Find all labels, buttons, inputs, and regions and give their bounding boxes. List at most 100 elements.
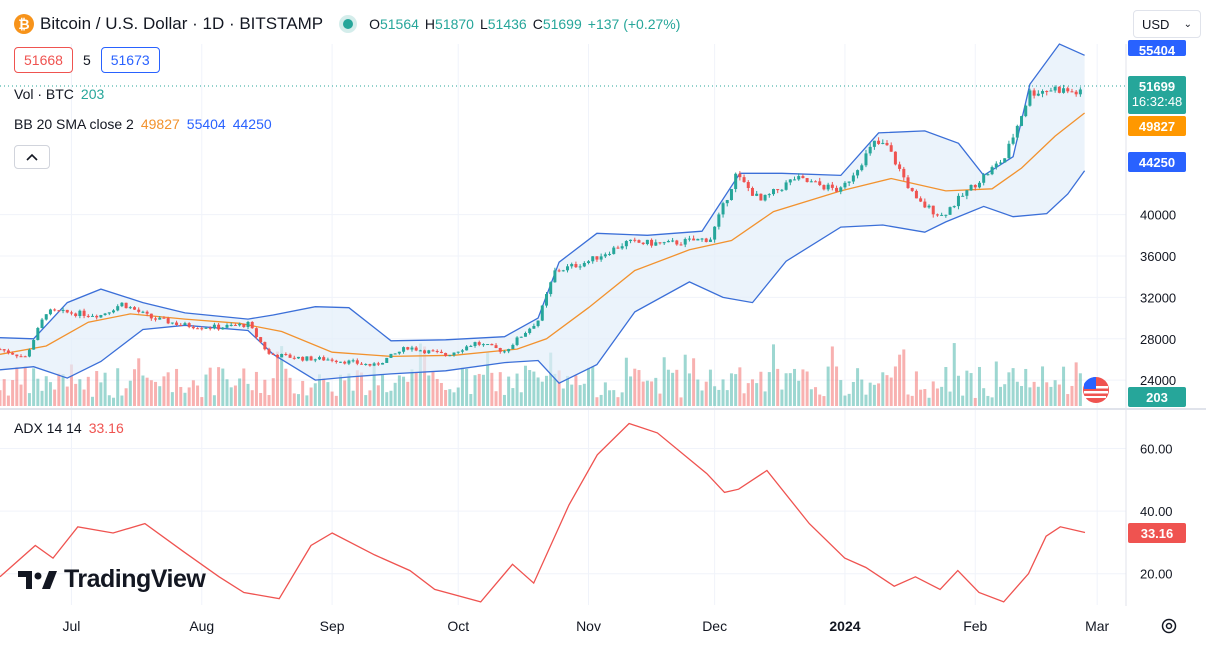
- volume-bar: [784, 373, 788, 406]
- candle: [406, 347, 410, 350]
- volume-bar: [263, 379, 267, 406]
- volume-bar: [90, 396, 94, 406]
- volume-bar: [166, 372, 170, 406]
- volume-bar: [881, 372, 885, 406]
- volume-bar: [149, 380, 153, 406]
- volume-bar: [822, 396, 826, 406]
- candle: [969, 184, 973, 191]
- volume-bar: [225, 379, 229, 406]
- volume-bar: [145, 377, 149, 406]
- volume-bar: [204, 374, 208, 406]
- volume-bar: [704, 381, 708, 406]
- candle: [662, 242, 666, 244]
- candle: [507, 349, 511, 352]
- volume-bar: [700, 390, 704, 406]
- volume-bar: [742, 393, 746, 406]
- candle: [301, 356, 305, 361]
- candle: [528, 328, 532, 334]
- candle: [137, 309, 141, 312]
- volume-bar: [179, 386, 183, 406]
- volume-bar: [141, 375, 145, 406]
- volume-bar: [944, 367, 948, 406]
- volume-bar: [801, 369, 805, 406]
- candle: [204, 327, 208, 329]
- volume-bar: [1070, 385, 1074, 406]
- adx-line: [0, 422, 1086, 603]
- volume-bar: [982, 388, 986, 406]
- candle: [805, 178, 809, 182]
- candle: [826, 184, 830, 190]
- sell-price-button[interactable]: 51668: [14, 47, 73, 73]
- candle: [961, 195, 965, 197]
- time-tick-label: Oct: [447, 618, 469, 634]
- candle: [755, 193, 759, 196]
- candle: [246, 321, 250, 327]
- volume-bar: [746, 383, 750, 406]
- symbol-title[interactable]: Bitcoin / U.S. Dollar · 1D · BITSTAMP: [40, 14, 324, 33]
- collapse-legend-button[interactable]: [14, 145, 50, 169]
- volume-bar: [591, 366, 595, 406]
- volume-bar: [86, 376, 90, 406]
- volume-legend[interactable]: Vol · BTC 203: [14, 86, 105, 102]
- volume-bar: [175, 368, 179, 406]
- candle: [2, 349, 6, 351]
- volume-bar: [385, 392, 389, 406]
- candle: [645, 239, 649, 245]
- candle: [549, 282, 553, 295]
- candle: [271, 353, 275, 355]
- candle: [6, 350, 10, 353]
- candle: [1024, 105, 1028, 117]
- volume-bar: [683, 354, 687, 406]
- symbol-header[interactable]: ₿ Bitcoin / U.S. Dollar · 1D · BITSTAMP …: [14, 10, 680, 38]
- currency-select[interactable]: USD ⌄: [1133, 10, 1201, 38]
- candle: [784, 182, 788, 190]
- bollinger-legend[interactable]: BB 20 SMA close 2 49827 55404 44250: [14, 116, 272, 132]
- candle: [540, 305, 544, 321]
- candle: [566, 266, 570, 271]
- candle: [700, 238, 704, 240]
- volume-bar: [196, 385, 200, 406]
- volume-bar: [898, 354, 902, 406]
- chart-settings-button[interactable]: [1160, 617, 1178, 640]
- adx-legend[interactable]: ADX 14 14 33.16: [14, 420, 124, 436]
- volume-bar: [389, 390, 393, 406]
- volume-bar: [254, 371, 258, 406]
- volume-bar: [477, 373, 481, 406]
- volume-bar: [1041, 366, 1045, 406]
- candle: [317, 357, 321, 360]
- volume-bar: [507, 376, 511, 406]
- volume-bar: [523, 365, 527, 406]
- volume-bar: [725, 390, 729, 406]
- volume-bar: [1015, 381, 1019, 406]
- volume-bar: [1053, 380, 1057, 406]
- volume-bar: [906, 394, 910, 406]
- volume-bar: [708, 369, 712, 406]
- market-open-indicator: [343, 19, 354, 29]
- volume-bar: [288, 377, 292, 406]
- volume-bar: [360, 372, 364, 406]
- volume-bar: [116, 368, 120, 406]
- candle: [889, 145, 893, 152]
- volume-bar: [347, 373, 351, 406]
- volume-bar: [650, 381, 654, 406]
- buy-price-button[interactable]: 51673: [100, 47, 160, 73]
- candle: [582, 263, 586, 267]
- volume-bar: [48, 382, 52, 406]
- candle: [410, 347, 414, 350]
- candle: [998, 162, 1002, 164]
- candle: [364, 363, 368, 365]
- bitcoin-icon: ₿: [14, 14, 34, 34]
- lower-band-tag-text: 44250: [1139, 155, 1175, 170]
- volume-bar: [406, 381, 410, 406]
- bollinger-basis-line: [0, 112, 1086, 358]
- candle: [11, 352, 15, 355]
- volume-bar: [1045, 382, 1049, 406]
- volume-bar: [830, 346, 834, 406]
- candle: [452, 352, 456, 356]
- volume-bar: [515, 373, 519, 406]
- candle: [1074, 91, 1078, 95]
- volume-bar: [767, 372, 771, 406]
- volume-bar: [519, 392, 523, 406]
- price-tick-label: 28000: [1140, 332, 1176, 347]
